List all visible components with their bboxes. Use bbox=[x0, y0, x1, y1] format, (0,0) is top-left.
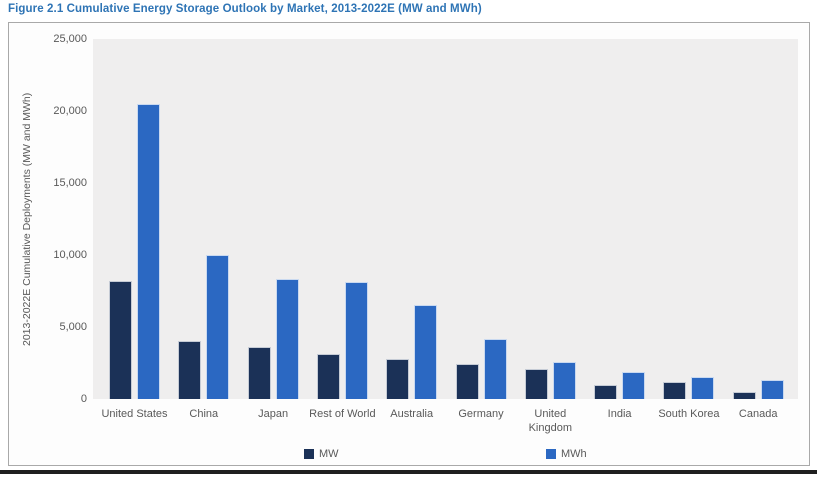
y-tick-label-25-000: 25,000 bbox=[53, 33, 87, 45]
y-tick-label-20-000: 20,000 bbox=[53, 105, 87, 117]
x-axis-label-japan: Japan bbox=[258, 408, 289, 420]
bar-mwh-united-kingdom bbox=[552, 362, 576, 399]
bar-mwh-rest-of-world bbox=[344, 282, 368, 399]
x-axis-label-united-states: United States bbox=[101, 408, 168, 420]
x-axis-label-south-korea: South Korea bbox=[658, 408, 720, 420]
x-axis-label-united-kingdom: United Kingdom bbox=[528, 408, 572, 434]
bar-mw-united-states bbox=[109, 281, 132, 399]
bar-mwh-south-korea bbox=[691, 377, 715, 399]
bar-mw-united-kingdom bbox=[524, 369, 548, 399]
bar-mwh-australia bbox=[414, 305, 438, 399]
x-axis-label-rest-of-world: Rest of World bbox=[309, 408, 376, 420]
x-axis-label-india: India bbox=[607, 408, 632, 420]
y-axis-title: 2013-2022E Cumulative Deployments (MW an… bbox=[21, 92, 33, 346]
legend-item-mwh: MWh bbox=[546, 447, 587, 461]
bar-mwh-canada bbox=[760, 380, 784, 399]
legend-label-mwh: MWh bbox=[561, 448, 587, 460]
bar-mw-japan bbox=[247, 347, 271, 399]
y-tick-label-5-000: 5,000 bbox=[59, 321, 87, 333]
chart-container: 2013-2022E Cumulative Deployments (MW an… bbox=[8, 22, 810, 466]
bar-mwh-united-states bbox=[137, 104, 160, 399]
y-tick-label-0: 0 bbox=[80, 393, 87, 405]
bar-mwh-germany bbox=[483, 339, 507, 399]
legend-label-mw: MW bbox=[319, 448, 339, 460]
bar-mwh-india bbox=[622, 372, 646, 399]
bar-mw-germany bbox=[455, 364, 479, 399]
bar-mw-india bbox=[594, 385, 618, 399]
bar-mw-rest-of-world bbox=[316, 354, 340, 399]
bar-mw-canada bbox=[732, 392, 756, 399]
y-tick-label-10-000: 10,000 bbox=[53, 249, 87, 261]
bar-mwh-japan bbox=[275, 279, 299, 399]
bar-mw-australia bbox=[386, 359, 410, 399]
plot-area bbox=[93, 39, 798, 399]
bar-mw-south-korea bbox=[663, 382, 687, 399]
legend-swatch-mw bbox=[304, 449, 314, 459]
y-tick-label-15-000: 15,000 bbox=[53, 177, 87, 189]
bar-mwh-china bbox=[206, 255, 230, 399]
bottom-rule bbox=[0, 470, 817, 474]
x-axis-label-china: China bbox=[189, 408, 219, 420]
legend-swatch-mwh bbox=[546, 449, 556, 459]
figure-title: Figure 2.1 Cumulative Energy Storage Out… bbox=[8, 3, 482, 15]
x-axis-label-canada: Canada bbox=[738, 408, 778, 420]
legend-item-mw: MW bbox=[304, 447, 339, 461]
x-axis-label-germany: Germany bbox=[458, 408, 504, 420]
x-axis-label-australia: Australia bbox=[390, 408, 434, 420]
bar-mw-china bbox=[178, 341, 202, 399]
